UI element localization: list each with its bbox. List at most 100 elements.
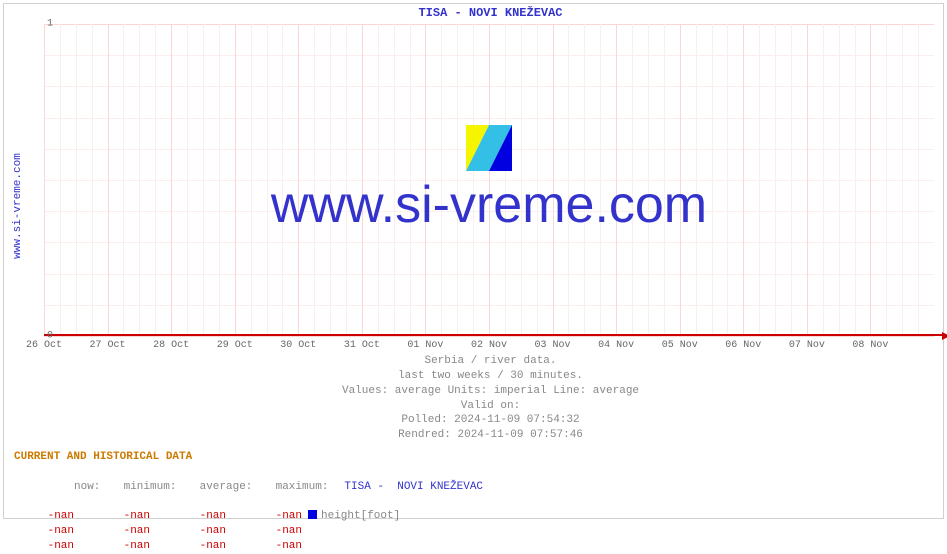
x-gridline	[616, 24, 617, 336]
series-name: TISA - NOVI KNEŽEVAC	[344, 481, 483, 493]
x-minor-gridline	[632, 24, 633, 336]
x-minor-gridline	[855, 24, 856, 336]
x-minor-gridline	[712, 24, 713, 336]
x-minor-gridline	[664, 24, 665, 336]
x-tick-label: 07 Nov	[789, 340, 825, 351]
caption-line: last two weeks / 30 minutes.	[398, 370, 583, 382]
x-minor-gridline	[791, 24, 792, 336]
x-tick-label: 28 Oct	[153, 340, 189, 351]
x-minor-gridline	[155, 24, 156, 336]
table-headers: now:minimum:average:maximum: TISA - NOVI …	[14, 465, 483, 510]
caption-line: Valid on:	[461, 400, 520, 412]
chart-caption: Serbia / river data. last two weeks / 30…	[44, 354, 937, 443]
x-gridline	[807, 24, 808, 336]
x-minor-gridline	[92, 24, 93, 336]
x-gridline	[171, 24, 172, 336]
x-minor-gridline	[696, 24, 697, 336]
table-cell: -nan	[226, 524, 302, 539]
x-minor-gridline	[918, 24, 919, 336]
x-tick-label: 08 Nov	[852, 340, 888, 351]
legend-swatch	[308, 510, 317, 519]
x-minor-gridline	[537, 24, 538, 336]
x-tick-label: 04 Nov	[598, 340, 634, 351]
table-cell: -nan	[226, 539, 302, 554]
x-minor-gridline	[346, 24, 347, 336]
caption-line: Rendred: 2024-11-09 07:57:46	[398, 429, 583, 441]
x-minor-gridline	[648, 24, 649, 336]
x-tick-label: 05 Nov	[662, 340, 698, 351]
x-minor-gridline	[410, 24, 411, 336]
x-tick-label: 06 Nov	[725, 340, 761, 351]
x-minor-gridline	[282, 24, 283, 336]
x-minor-gridline	[330, 24, 331, 336]
x-tick-label: 30 Oct	[280, 340, 316, 351]
x-minor-gridline	[584, 24, 585, 336]
table-cell: -nan	[14, 539, 74, 554]
x-minor-gridline	[568, 24, 569, 336]
table-cell: -nan	[14, 524, 74, 539]
x-gridline	[298, 24, 299, 336]
x-gridline	[108, 24, 109, 336]
x-minor-gridline	[314, 24, 315, 336]
x-tick-label: 26 Oct	[26, 340, 62, 351]
x-tick-label: 03 Nov	[535, 340, 571, 351]
x-minor-gridline	[505, 24, 506, 336]
caption-line: Values: average Units: imperial Line: av…	[342, 385, 639, 397]
data-table: CURRENT AND HISTORICAL DATA now:minimum:…	[14, 450, 483, 554]
x-gridline	[743, 24, 744, 336]
x-minor-gridline	[76, 24, 77, 336]
x-tick-label: 27 Oct	[90, 340, 126, 351]
x-minor-gridline	[759, 24, 760, 336]
x-minor-gridline	[902, 24, 903, 336]
x-minor-gridline	[600, 24, 601, 336]
caption-line: Polled: 2024-11-09 07:54:32	[401, 414, 579, 426]
x-minor-gridline	[727, 24, 728, 336]
y-gridline	[44, 336, 934, 337]
x-minor-gridline	[203, 24, 204, 336]
x-minor-gridline	[378, 24, 379, 336]
table-cell: -nan	[74, 524, 150, 539]
y-tick-label: 1	[47, 19, 53, 30]
table-cell: -nan	[150, 524, 226, 539]
x-minor-gridline	[187, 24, 188, 336]
table-header: minimum:	[100, 480, 176, 495]
x-minor-gridline	[473, 24, 474, 336]
x-minor-gridline	[886, 24, 887, 336]
plot-area	[44, 24, 934, 336]
x-tick-label: 31 Oct	[344, 340, 380, 351]
table-header: maximum:	[252, 480, 328, 495]
side-credit: www.si-vreme.com	[12, 146, 24, 266]
table-row: -nan-nan-nan-nan	[14, 524, 483, 539]
x-gridline	[553, 24, 554, 336]
x-minor-gridline	[251, 24, 252, 336]
x-gridline	[425, 24, 426, 336]
table-title: CURRENT AND HISTORICAL DATA	[14, 450, 483, 465]
chart-title: TISA - NOVI KNEŽEVAC	[44, 6, 937, 20]
x-gridline	[362, 24, 363, 336]
table-header: average:	[176, 480, 252, 495]
x-gridline	[235, 24, 236, 336]
x-minor-gridline	[123, 24, 124, 336]
caption-line: Serbia / river data.	[424, 355, 556, 367]
x-minor-gridline	[139, 24, 140, 336]
x-gridline	[44, 24, 45, 336]
x-gridline	[680, 24, 681, 336]
series-unit: height[foot]	[321, 510, 400, 522]
x-minor-gridline	[839, 24, 840, 336]
x-minor-gridline	[457, 24, 458, 336]
x-minor-gridline	[394, 24, 395, 336]
table-header: now:	[40, 480, 100, 495]
x-minor-gridline	[775, 24, 776, 336]
chart-plot: www.si-vreme.com	[44, 24, 934, 336]
x-minor-gridline	[60, 24, 61, 336]
x-axis	[44, 334, 946, 336]
x-minor-gridline	[823, 24, 824, 336]
table-row: -nan-nan-nan-nan	[14, 539, 483, 554]
table-cell: -nan	[150, 539, 226, 554]
x-minor-gridline	[521, 24, 522, 336]
x-minor-gridline	[441, 24, 442, 336]
table-cell: -nan	[74, 539, 150, 554]
x-gridline	[870, 24, 871, 336]
x-gridline	[489, 24, 490, 336]
x-tick-label: 02 Nov	[471, 340, 507, 351]
